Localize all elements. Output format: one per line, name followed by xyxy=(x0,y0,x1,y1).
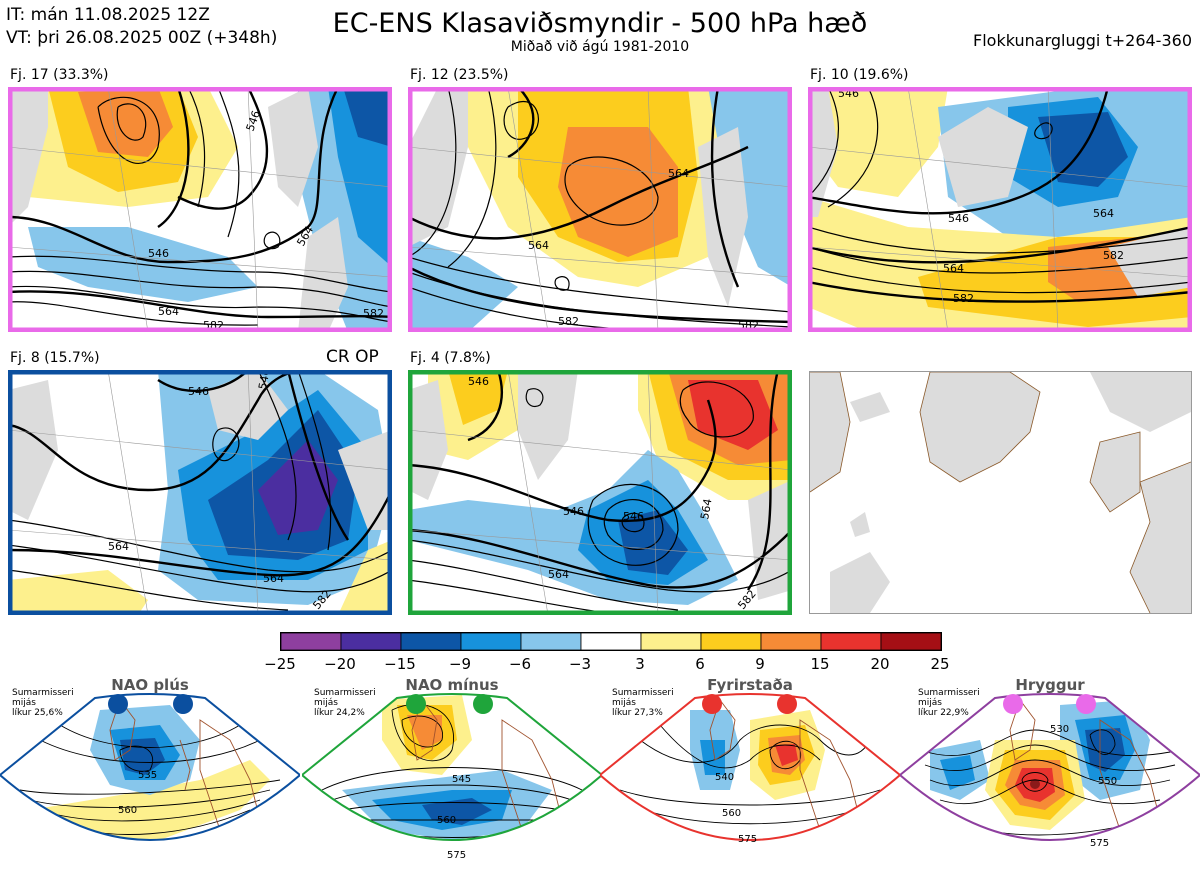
cr-op-label: CR OP xyxy=(326,347,379,367)
colorbar-tick-label: −25 xyxy=(264,655,296,673)
regime-title-nao-minus: NAO mínus xyxy=(405,676,499,694)
regime-blocking: 540 560 575 xyxy=(598,680,902,871)
colorbar-tick-label: −9 xyxy=(448,655,472,673)
regime-nao-minus: 545 560 575 xyxy=(300,680,604,871)
colorbar-tick-label: −20 xyxy=(324,655,356,673)
contour-label-1-e: 582 xyxy=(363,307,384,320)
regime-3-contour-b: 560 xyxy=(722,808,741,819)
colorbar-segment xyxy=(880,633,941,650)
regime-1-contour-a: 535 xyxy=(138,770,157,781)
regime-4-contour-b: 550 xyxy=(1098,776,1117,787)
cluster-label-2: Fj. 12 (23.5%) xyxy=(410,67,509,83)
colorbar-segment xyxy=(700,633,762,650)
cluster-label-1: Fj. 17 (33.3%) xyxy=(10,67,109,83)
cluster-label-3: Fj. 10 (19.6%) xyxy=(810,67,909,83)
colorbar-segment xyxy=(400,633,462,650)
classification-window: Flokkunargluggi t+264-360 xyxy=(973,31,1192,50)
contour-label-2-a: 564 xyxy=(528,239,549,252)
cluster-map-3: 546 546 564 564 582 582 xyxy=(808,87,1192,332)
cluster-map-1: 546 546 564 564 582 582 xyxy=(8,87,392,332)
contour-label-4-c: 564 xyxy=(108,540,129,553)
contour-label-5-e: 564 xyxy=(698,498,714,521)
contour-label-3-d: 564 xyxy=(943,262,964,275)
cluster-label-4: Fj. 8 (15.7%) xyxy=(10,350,100,366)
regime-2-contour-a: 545 xyxy=(452,774,471,785)
regime-title-ridge: Hryggur xyxy=(1015,676,1085,694)
regime-4-contour-a: 530 xyxy=(1050,724,1069,735)
empty-map xyxy=(809,371,1192,614)
colorbar-segment xyxy=(520,633,582,650)
regime-info-nao-plus: Sumarmisseri mijás líkur 25,6% xyxy=(12,688,74,718)
regime-info-nao-minus: Sumarmisseri mijás líkur 24,2% xyxy=(314,688,376,718)
contour-label-5-a: 546 xyxy=(468,375,489,388)
colorbar-tick-label: −3 xyxy=(568,655,592,673)
contour-label-3-e: 582 xyxy=(1103,249,1124,262)
colorbar-tick-label: 15 xyxy=(810,655,830,673)
colorbar-tick-label: −6 xyxy=(508,655,532,673)
colorbar-segment xyxy=(580,633,642,650)
regime-info-ridge: Sumarmisseri mijás líkur 22,9% xyxy=(918,688,980,718)
cluster-map-5: 546 546 546 564 564 582 xyxy=(408,370,792,615)
colorbar-tick-label: 9 xyxy=(755,655,765,673)
cluster-map-4: 546 546 564 564 582 xyxy=(8,370,392,615)
contour-label-2-c: 582 xyxy=(558,315,579,328)
regime-2-contour-c: 575 xyxy=(447,850,466,861)
cluster-label-5: Fj. 4 (7.8%) xyxy=(410,350,491,366)
contour-label-5-d: 564 xyxy=(548,568,569,581)
regime-1-contour-b: 560 xyxy=(118,805,137,816)
colorbar-tick-label: 20 xyxy=(870,655,890,673)
header-times: IT: mán 11.08.2025 12Z VT: þri 26.08.202… xyxy=(6,4,277,50)
contour-label-1-a: 546 xyxy=(148,247,169,260)
valid-time: VT: þri 26.08.2025 00Z (+348h) xyxy=(6,28,278,48)
colorbar-segment xyxy=(460,633,522,650)
colorbar-segment xyxy=(281,633,342,650)
regime-3-contour-c: 575 xyxy=(738,834,757,845)
regime-4-contour-c: 575 xyxy=(1090,838,1109,849)
contour-label-5-c: 546 xyxy=(623,510,644,523)
contour-label-4-b: 546 xyxy=(256,370,272,391)
contour-label-1-c: 564 xyxy=(158,305,179,318)
colorbar xyxy=(280,632,942,651)
page-subtitle: Miðað við ágú 1981-2010 xyxy=(510,39,690,55)
contour-label-4-d: 564 xyxy=(263,572,284,585)
colorbar-tick-label: 6 xyxy=(695,655,705,673)
regime-info-blocking: Sumarmisseri mijás líkur 27,3% xyxy=(612,688,674,718)
contour-label-3-c: 564 xyxy=(1093,207,1114,220)
colorbar-segment xyxy=(640,633,702,650)
colorbar-tick-label: 3 xyxy=(635,655,645,673)
regime-title-nao-plus: NAO plús xyxy=(111,676,189,694)
colorbar-segment xyxy=(340,633,402,650)
regime-ridge: 530 550 575 xyxy=(898,680,1200,871)
colorbar-tick-label: −15 xyxy=(384,655,416,673)
init-time: IT: mán 11.08.2025 12Z xyxy=(6,5,210,25)
regime-3-contour-a: 540 xyxy=(715,772,734,783)
contour-label-2-b: 564 xyxy=(668,167,689,180)
contour-label-4-a: 546 xyxy=(188,385,209,398)
contour-label-3-f: 582 xyxy=(953,292,974,305)
contour-label-3-b: 546 xyxy=(948,212,969,225)
colorbar-tick-label: 25 xyxy=(930,655,950,673)
regime-2-contour-b: 560 xyxy=(437,815,456,826)
colorbar-segment xyxy=(760,633,822,650)
cluster-map-2: 564 564 582 582 xyxy=(408,87,792,332)
regime-nao-plus: 535 560 xyxy=(0,680,302,871)
page-title: EC-ENS Klasaviðsmyndir - 500 hPa hæð xyxy=(332,8,868,39)
contour-label-5-b: 546 xyxy=(563,505,584,518)
regime-title-blocking: Fyrirstaða xyxy=(707,676,793,694)
colorbar-segment xyxy=(820,633,882,650)
